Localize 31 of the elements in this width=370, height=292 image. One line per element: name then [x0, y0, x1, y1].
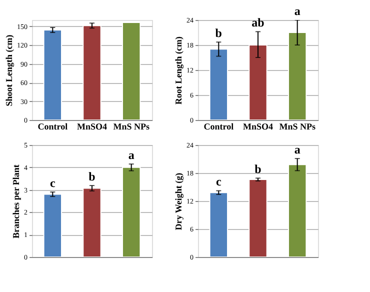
- y-axis-title: Branches per Plant: [11, 164, 21, 238]
- annotation: c: [216, 174, 222, 189]
- annotation: ab: [252, 16, 265, 30]
- bar: [248, 179, 268, 257]
- x-tick-label: MnS NPs: [279, 122, 316, 132]
- bar: [122, 22, 141, 120]
- annotation: c: [50, 176, 56, 190]
- x-tick-label: MnSO4: [76, 122, 108, 132]
- y-axis-title: Dry Weight (g): [174, 172, 184, 230]
- x-tick-label: MnSO4: [242, 122, 274, 132]
- annotation: b: [254, 162, 262, 176]
- y-axis-title: Root Length (cm): [174, 36, 184, 104]
- bar: [209, 48, 228, 120]
- bar: [43, 30, 62, 120]
- annotation: a: [128, 148, 134, 162]
- x-tick-label: Control: [38, 122, 68, 132]
- bar: [248, 44, 268, 120]
- bar: [288, 32, 307, 120]
- bar: [82, 25, 102, 120]
- annotation: b: [215, 26, 222, 40]
- bar: [288, 164, 307, 257]
- bar: [122, 166, 141, 257]
- y-axis-title: Shoot Length (cm): [4, 34, 14, 106]
- annotation: b: [88, 170, 96, 184]
- annotation: a: [294, 142, 300, 157]
- annotation: a: [294, 4, 300, 18]
- bar: [209, 192, 228, 257]
- x-tick-label: MnS NPs: [113, 122, 150, 132]
- bar: [43, 194, 62, 257]
- x-tick-label: Control: [204, 122, 234, 132]
- bar: [82, 188, 102, 257]
